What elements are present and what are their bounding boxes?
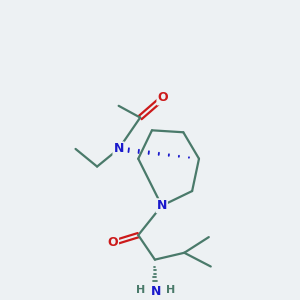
Text: H: H	[166, 285, 175, 295]
Text: H: H	[136, 285, 145, 295]
Text: O: O	[158, 92, 168, 104]
Text: N: N	[157, 199, 167, 212]
Text: H: H	[150, 286, 160, 296]
Text: N: N	[113, 142, 124, 155]
Text: N: N	[151, 285, 161, 298]
Text: O: O	[107, 236, 118, 250]
